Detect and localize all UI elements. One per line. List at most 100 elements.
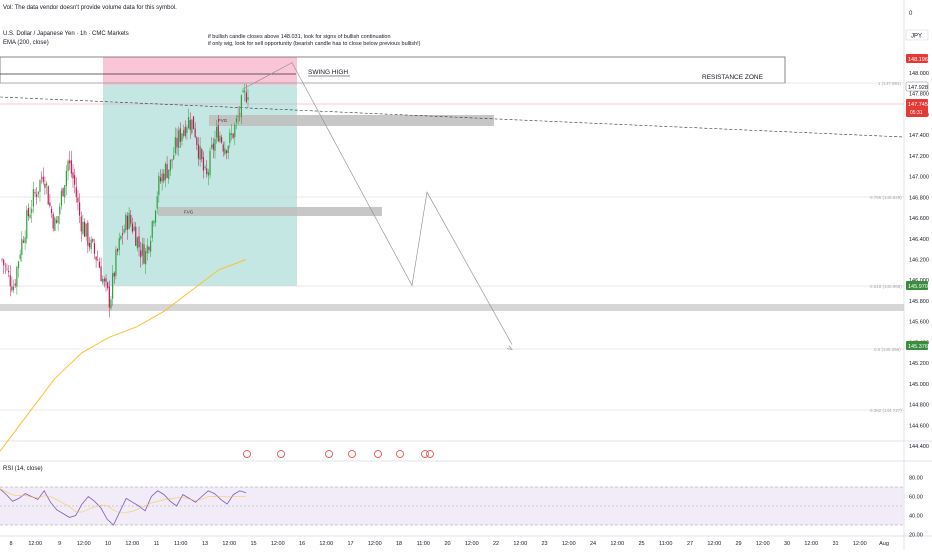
candle-body [168,169,170,180]
price-tick-label: 147.200 [909,154,929,160]
candle-body [164,163,167,180]
time-tick-label: 15 [250,541,256,547]
volume-notice: Vol: The data vendor doesn't provide vol… [3,5,177,11]
badge-countdown-text: 05:31 [910,110,923,116]
candle-body [201,149,203,159]
candle-body [1,259,3,260]
time-tick-label: 13 [202,541,208,547]
candle-body [156,196,158,209]
candle-body [47,186,49,205]
fvg-upper-box[interactable] [209,115,494,126]
price-tick-label: 144.400 [909,444,929,450]
time-axis[interactable]: 8 12:00 9 12:00 10 12:00 11 11:00 13 12:00 15 12:00… [9,541,888,547]
badge-resistance-top [906,54,928,63]
event-icons[interactable] [243,450,434,458]
candle-body [65,170,67,186]
candle-body [212,143,214,150]
candle-body [239,113,241,115]
candle-body [211,144,213,148]
candle-body [187,117,190,129]
candle-body [136,237,138,249]
candle-body [31,208,33,213]
price-tick-label: 144.800 [909,403,929,409]
fib-levels[interactable]: 1 (147.991) 0.786 (146.829) 0.618 (145.9… [0,81,904,413]
economic-event-icon[interactable] [421,450,429,458]
rsi-smoothing-line [0,488,247,514]
currency-label: JPY [911,34,922,40]
time-tick-label: 11:00 [174,541,187,547]
price-badges: 148.196 147.928 147.745 05:31 145.970 14… [905,54,929,350]
candle-body [214,139,216,151]
time-tick-label: 12:00 [271,541,285,547]
candle-body [121,233,124,236]
candle-body [14,283,16,286]
time-tick-label: Aug [879,541,889,547]
fvg-lower-box[interactable] [158,207,382,216]
candle-body [118,238,120,250]
candle-body [87,222,89,246]
candle-body [77,197,79,203]
flag-event-icon[interactable] [348,450,356,458]
time-tick-label: 17 [347,541,353,547]
ema-indicator-label[interactable]: EMA (200, close) [3,40,49,46]
candle-body [178,130,180,148]
economic-event-icon[interactable] [325,450,333,458]
time-tick-label: 30 [784,541,790,547]
candle-body [34,192,36,194]
economic-event-icon[interactable] [374,450,382,458]
candle-body [95,256,97,261]
candle-body [49,202,51,207]
candle-body [4,265,6,267]
candle-body [98,261,101,268]
symbol-title[interactable]: U.S. Dollar / Japanese Yen · 1h · CMC Ma… [3,31,129,37]
price-axis[interactable]: 148.000147.800147.600147.400147.200147.0… [909,71,929,450]
candle-body [26,210,28,239]
stop-zone[interactable] [103,57,297,85]
candle-body [189,120,191,130]
candle-body [107,282,109,288]
economic-event-icon[interactable] [426,450,434,458]
candle-body [19,254,21,260]
price-tick-label: 146.600 [909,216,929,222]
price-tick-label: 144.600 [909,423,929,429]
time-tick-label: 16 [299,541,305,547]
candle-body [62,188,64,197]
dividend-icon[interactable] [243,450,251,458]
time-tick-label: 12:00 [319,541,333,547]
candle-body [191,119,193,133]
trendline[interactable] [0,96,905,138]
candle-body [80,216,82,232]
demand-zone-box[interactable] [0,304,904,311]
candle-body [52,214,54,229]
candle-body [202,157,205,171]
candle-body [130,214,132,224]
time-tick-label: 11:00 [659,541,672,547]
candle-body [227,145,229,154]
candle-body [41,177,43,179]
candle-body [234,124,236,137]
candle-body [140,250,142,258]
candle-body [154,210,157,223]
currency-box[interactable] [905,29,929,41]
candle-body [8,270,10,273]
candle-body [196,137,198,146]
candle-body [83,221,86,237]
candle-body [216,127,218,138]
candle-body [138,236,140,248]
candle-body [32,189,34,207]
rsi-tick-label: 20.00 [909,533,923,539]
candle-body [192,116,195,130]
candle-body [133,226,135,231]
flag-event-icon[interactable] [396,450,404,458]
time-tick-label: 11 [154,541,160,547]
time-tick-label: 23 [541,541,547,547]
fib-label-1: 1 (147.991) [878,81,902,86]
ema-layer [0,259,247,452]
economic-event-icon[interactable] [277,450,285,458]
candle-body [57,216,59,224]
candle-body [131,223,134,232]
fvg-lower-label: FVG [184,210,194,215]
candle-body [247,97,249,100]
